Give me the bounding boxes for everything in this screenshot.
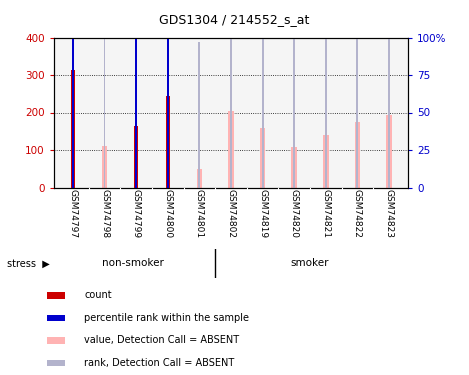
Bar <box>71 70 75 188</box>
Text: non-smoker: non-smoker <box>102 258 164 268</box>
Bar <box>167 0 169 188</box>
Bar <box>102 146 107 188</box>
Bar <box>386 115 392 188</box>
Bar <box>260 128 265 188</box>
Text: GSM74821: GSM74821 <box>321 189 330 238</box>
Text: GSM74822: GSM74822 <box>353 189 362 238</box>
Bar <box>388 0 390 188</box>
Text: GSM74801: GSM74801 <box>195 189 204 238</box>
Text: value, Detection Call = ABSENT: value, Detection Call = ABSENT <box>84 335 240 345</box>
Text: GDS1304 / 214552_s_at: GDS1304 / 214552_s_at <box>159 13 310 26</box>
Bar <box>104 0 106 188</box>
Text: count: count <box>84 290 112 300</box>
Text: GSM74797: GSM74797 <box>68 189 77 238</box>
Bar <box>166 96 170 188</box>
Bar <box>134 126 138 188</box>
Text: GSM74820: GSM74820 <box>290 189 299 238</box>
Text: GSM74798: GSM74798 <box>100 189 109 238</box>
Bar <box>293 0 295 188</box>
Bar <box>47 337 65 344</box>
Bar <box>72 0 74 188</box>
Bar <box>323 135 329 188</box>
Bar <box>228 111 234 188</box>
Bar <box>356 0 358 188</box>
Text: GSM74802: GSM74802 <box>227 189 235 238</box>
Bar <box>355 122 360 188</box>
Bar <box>325 0 327 188</box>
Text: GSM74799: GSM74799 <box>132 189 141 238</box>
Text: rank, Detection Call = ABSENT: rank, Detection Call = ABSENT <box>84 358 234 368</box>
Bar <box>47 360 65 366</box>
Bar <box>230 0 232 188</box>
Bar <box>47 292 65 298</box>
Text: smoker: smoker <box>291 258 329 268</box>
Bar <box>198 42 200 188</box>
Text: GSM74819: GSM74819 <box>258 189 267 238</box>
Text: GSM74800: GSM74800 <box>163 189 172 238</box>
Bar <box>197 169 202 188</box>
Text: GSM74823: GSM74823 <box>385 189 393 238</box>
Bar <box>135 0 137 188</box>
Text: percentile rank within the sample: percentile rank within the sample <box>84 313 250 323</box>
Bar <box>47 315 65 321</box>
Bar <box>291 147 297 188</box>
Text: stress  ▶: stress ▶ <box>7 258 50 268</box>
Bar <box>262 0 264 188</box>
